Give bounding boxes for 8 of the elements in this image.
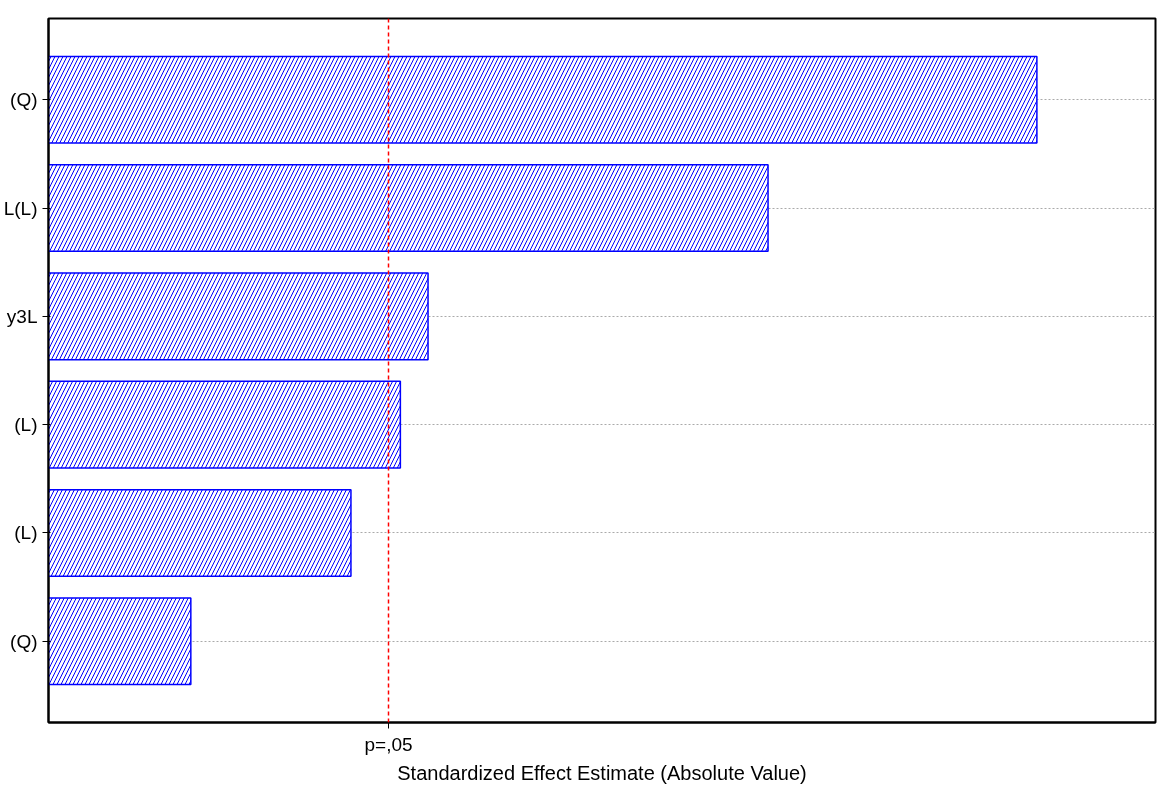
y-tick-label: (L) (14, 414, 38, 436)
y-tick-label: (Q) (10, 630, 38, 652)
y-tick-label: L(L) (3, 197, 38, 219)
y-tick-label: (Q) (10, 89, 38, 111)
ref-line-label: p=,05 (364, 733, 413, 755)
x-axis-title: Standardized Effect Estimate (Absolute Value) (397, 761, 807, 784)
y-tick-label: y3L (6, 305, 38, 327)
y-tick-label: (L) (14, 522, 38, 544)
